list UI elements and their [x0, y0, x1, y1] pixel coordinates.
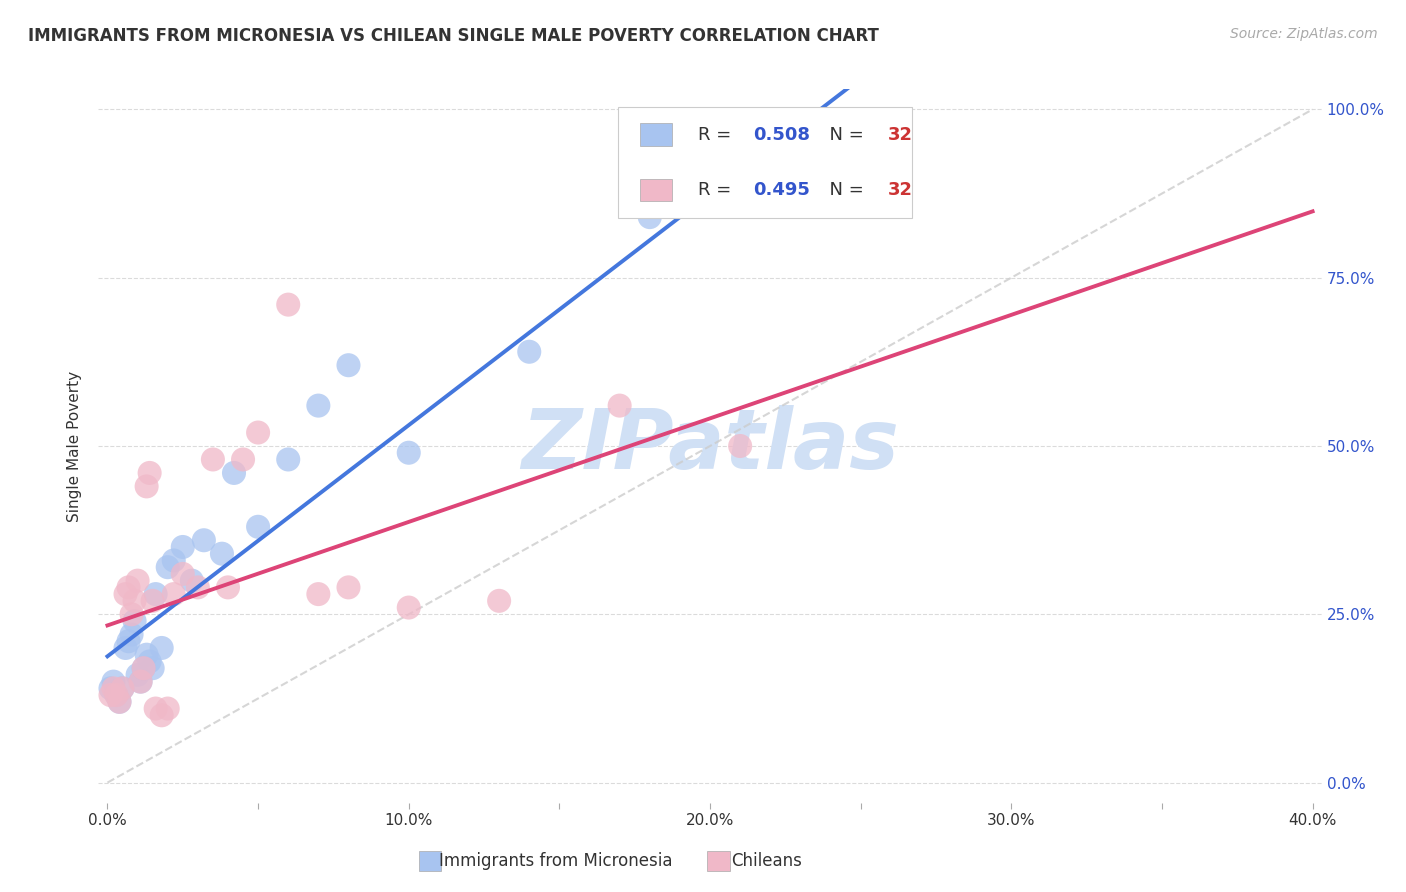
Text: 32: 32 — [887, 126, 912, 144]
Point — [337, 580, 360, 594]
Point — [117, 634, 139, 648]
Text: N =: N = — [818, 126, 869, 144]
Text: 32: 32 — [887, 181, 912, 199]
Point — [142, 594, 165, 608]
Point — [201, 452, 224, 467]
Point — [124, 614, 146, 628]
Bar — [640, 178, 672, 202]
Point — [150, 708, 173, 723]
Point — [121, 627, 143, 641]
Y-axis label: Single Male Poverty: Single Male Poverty — [67, 370, 83, 522]
Point — [103, 674, 125, 689]
Point — [247, 425, 270, 440]
Point — [100, 681, 122, 696]
Point — [728, 439, 751, 453]
Point — [217, 580, 239, 594]
Point — [180, 574, 202, 588]
Point — [105, 688, 128, 702]
Point — [307, 587, 329, 601]
Point — [108, 695, 131, 709]
Text: R =: R = — [697, 126, 737, 144]
Point — [156, 701, 179, 715]
Point — [517, 344, 540, 359]
Text: 0.508: 0.508 — [752, 126, 810, 144]
Point — [111, 681, 134, 696]
Point — [145, 701, 167, 715]
Point — [638, 210, 661, 224]
Point — [277, 452, 299, 467]
Point — [108, 695, 131, 709]
Point — [135, 648, 157, 662]
Point — [132, 661, 155, 675]
Text: ZIPatlas: ZIPatlas — [522, 406, 898, 486]
Text: Immigrants from Micronesia: Immigrants from Micronesia — [439, 852, 672, 870]
Point — [172, 566, 194, 581]
Text: Chileans: Chileans — [731, 852, 801, 870]
Point — [609, 399, 631, 413]
Bar — [640, 123, 672, 146]
Point — [277, 298, 299, 312]
Point — [127, 668, 149, 682]
FancyBboxPatch shape — [619, 107, 912, 218]
Point — [145, 587, 167, 601]
Point — [132, 661, 155, 675]
Point — [307, 399, 329, 413]
Point — [117, 580, 139, 594]
Point — [105, 688, 128, 702]
Point — [142, 661, 165, 675]
Point — [163, 553, 186, 567]
Point — [138, 466, 160, 480]
Text: 0.495: 0.495 — [752, 181, 810, 199]
Point — [172, 540, 194, 554]
Point — [222, 466, 245, 480]
Point — [247, 520, 270, 534]
Text: Source: ZipAtlas.com: Source: ZipAtlas.com — [1230, 27, 1378, 41]
Text: R =: R = — [697, 181, 737, 199]
Point — [103, 681, 125, 696]
Point — [129, 674, 152, 689]
Bar — [707, 851, 730, 871]
Point — [129, 674, 152, 689]
Point — [150, 640, 173, 655]
Point — [488, 594, 510, 608]
Bar — [419, 851, 441, 871]
Point — [138, 655, 160, 669]
Point — [398, 600, 420, 615]
Point — [114, 640, 136, 655]
Point — [193, 533, 215, 548]
Text: N =: N = — [818, 181, 869, 199]
Point — [187, 580, 209, 594]
Point — [124, 594, 146, 608]
Point — [337, 358, 360, 372]
Point — [121, 607, 143, 622]
Point — [127, 574, 149, 588]
Point — [135, 479, 157, 493]
Point — [398, 446, 420, 460]
Point — [111, 681, 134, 696]
Point — [156, 560, 179, 574]
Text: IMMIGRANTS FROM MICRONESIA VS CHILEAN SINGLE MALE POVERTY CORRELATION CHART: IMMIGRANTS FROM MICRONESIA VS CHILEAN SI… — [28, 27, 879, 45]
Point — [100, 688, 122, 702]
Point — [163, 587, 186, 601]
Point — [232, 452, 254, 467]
Point — [211, 547, 233, 561]
Point — [880, 136, 903, 150]
Point — [114, 587, 136, 601]
